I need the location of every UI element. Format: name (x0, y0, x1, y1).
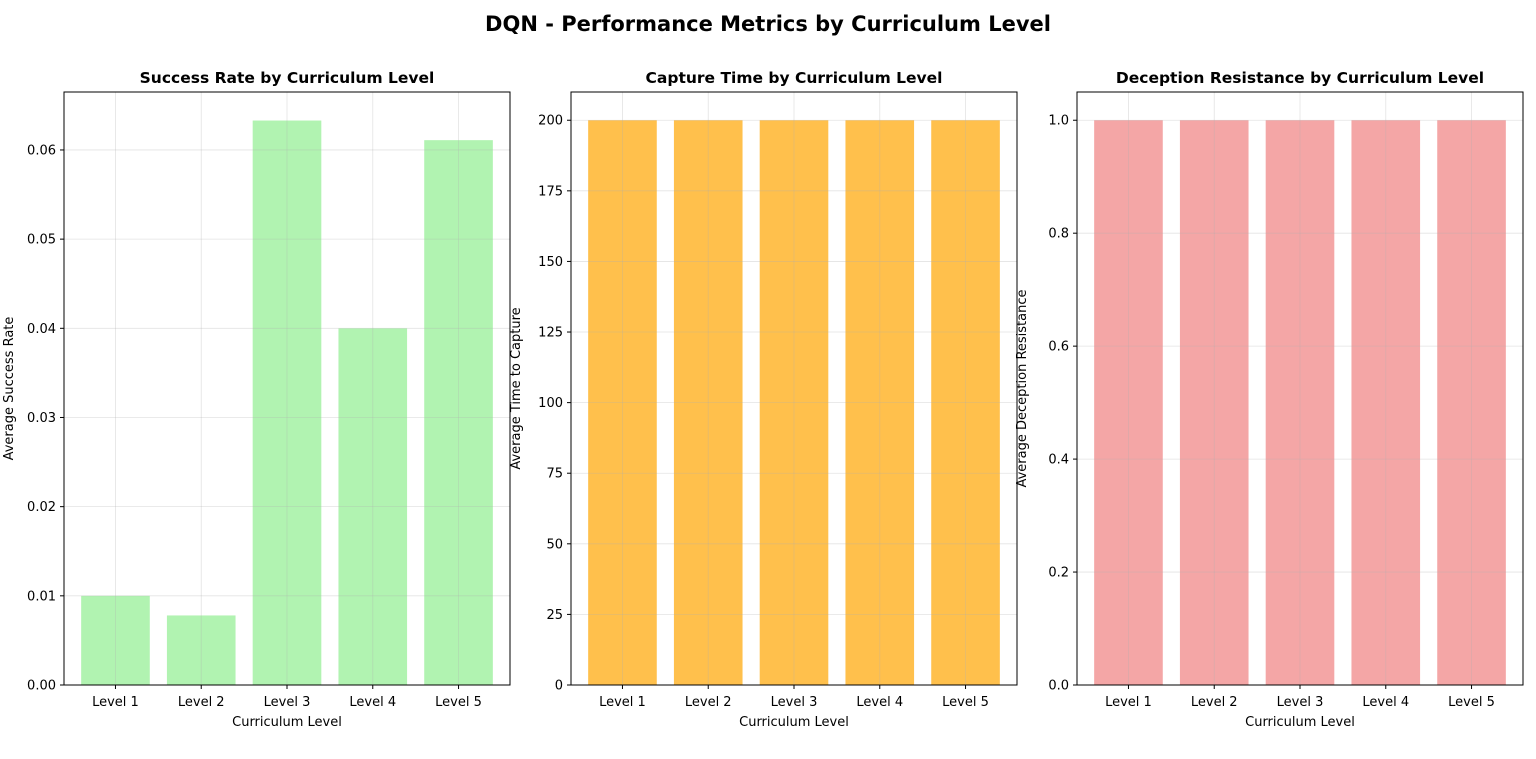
y-tick-label: 100 (538, 396, 563, 411)
bar-level-4 (338, 328, 408, 685)
x-tick-label: Level 5 (435, 695, 482, 710)
x-tick-label: Level 3 (264, 695, 311, 710)
y-tick-label: 150 (538, 255, 563, 270)
bar-level-4 (1351, 120, 1421, 685)
y-tick-label: 50 (546, 537, 563, 552)
x-tick-label: Level 4 (856, 695, 903, 710)
bar-level-5 (931, 120, 1000, 685)
figure-title: DQN - Performance Metrics by Curriculum … (485, 12, 1051, 36)
x-axis-label: Curriculum Level (1245, 715, 1355, 730)
x-tick-label: Level 3 (1277, 695, 1324, 710)
y-tick-label: 0.2 (1048, 566, 1069, 581)
y-tick-label: 25 (546, 608, 563, 623)
subplot-3: 0.0 0.2 0.4 0.6 0.8 1.0 Level 1 Level 2 Level 3 L… (1015, 69, 1524, 730)
y-tick-label: 200 (538, 114, 563, 129)
y-axis-label: Average Success Rate (2, 317, 17, 461)
bar-level-3 (252, 120, 322, 685)
x-tick-label: Level 2 (685, 695, 732, 710)
bar-level-3 (759, 120, 829, 685)
y-tick-label: 0.02 (27, 500, 56, 515)
x-tick-label: Level 2 (178, 695, 225, 710)
y-tick-label: 75 (546, 467, 563, 482)
bar-level-4 (845, 120, 915, 685)
x-tick-label: Level 5 (1448, 695, 1495, 710)
bar-level-5 (424, 140, 493, 685)
subplot-title: Deception Resistance by Curriculum Level (1116, 69, 1484, 87)
y-tick-label: 0.06 (27, 143, 56, 158)
bar-level-3 (1265, 120, 1335, 685)
y-tick-label: 1.0 (1048, 114, 1069, 129)
bar-level-1 (81, 595, 150, 685)
bar-level-5 (1437, 120, 1506, 685)
y-tick-label: 0.6 (1048, 340, 1069, 355)
x-tick-label: Level 5 (942, 695, 989, 710)
subplot-2: 0 25 50 75 100 125 150 175 200 Level 1 Level 2 Leve… (509, 69, 1018, 730)
y-axis-label: Average Time to Capture (509, 307, 524, 469)
x-axis-label: Curriculum Level (739, 715, 849, 730)
y-tick-label: 0.01 (27, 589, 56, 604)
y-tick-label: 125 (538, 326, 563, 341)
subplot-1: 0.00 0.01 0.02 0.03 0.04 0.05 0.06 Level 1 Level… (2, 69, 511, 730)
y-tick-label: 0.8 (1048, 227, 1069, 242)
x-tick-label: Level 4 (1362, 695, 1409, 710)
x-tick-label: Level 1 (1105, 695, 1152, 710)
bar-level-1 (588, 120, 657, 685)
x-tick-label: Level 2 (1191, 695, 1238, 710)
bar-level-2 (166, 615, 236, 685)
y-tick-label: 0.04 (27, 322, 56, 337)
bar-level-1 (1094, 120, 1163, 685)
y-tick-label: 175 (538, 184, 563, 199)
bar-level-2 (673, 120, 743, 685)
y-axis-label: Average Deception Resistance (1015, 289, 1030, 487)
x-tick-label: Level 4 (349, 695, 396, 710)
x-tick-label: Level 1 (599, 695, 646, 710)
subplot-title: Capture Time by Curriculum Level (646, 69, 943, 87)
y-tick-label: 0.03 (27, 411, 56, 426)
y-tick-label: 0.05 (27, 233, 56, 248)
y-tick-label: 0.4 (1048, 453, 1069, 468)
y-tick-label: 0 (555, 679, 563, 694)
x-tick-label: Level 1 (92, 695, 139, 710)
bar-level-2 (1179, 120, 1249, 685)
x-tick-label: Level 3 (771, 695, 818, 710)
y-tick-label: 0.00 (27, 679, 56, 694)
x-axis-label: Curriculum Level (232, 715, 342, 730)
subplot-title: Success Rate by Curriculum Level (140, 69, 435, 87)
y-tick-label: 0.0 (1048, 679, 1069, 694)
